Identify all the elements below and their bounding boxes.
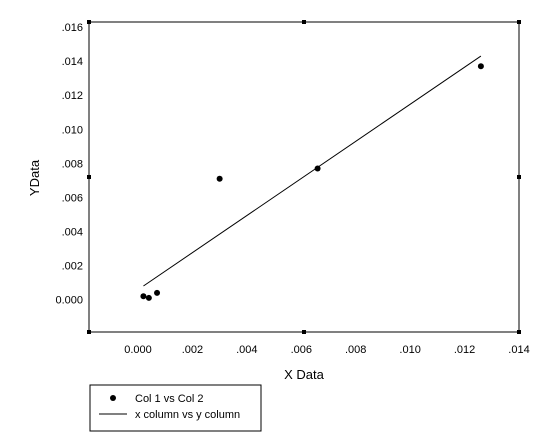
frame-handle — [517, 175, 521, 179]
x-tick-label: .014 — [508, 344, 529, 356]
frame-handle — [517, 330, 521, 334]
scatter-point — [314, 165, 321, 172]
x-tick-label: .006 — [291, 344, 312, 356]
regression-line — [143, 55, 482, 287]
y-tick-label: .002 — [62, 261, 83, 273]
scatter-point — [216, 175, 223, 182]
y-tick-label: .016 — [62, 22, 83, 34]
x-tick-label: .008 — [345, 344, 366, 356]
frame-handle — [87, 20, 91, 24]
frame-handle — [517, 20, 521, 24]
frame-handle — [302, 330, 306, 334]
scatter-point — [477, 63, 484, 70]
x-axis-title: X Data — [284, 367, 325, 382]
x-tick-label: .002 — [182, 344, 203, 356]
y-tick-label: .014 — [62, 56, 83, 68]
scatter-points — [140, 63, 484, 301]
scatter-point — [140, 293, 147, 300]
y-tick-label: .012 — [62, 90, 83, 102]
y-tick-label: .010 — [62, 124, 83, 136]
x-tick-label: .004 — [236, 344, 257, 356]
y-tick-label: 0.000 — [55, 295, 83, 307]
x-tick-labels: 0.000 .002 .004 .006 .008 .010 .012 .014 — [124, 344, 529, 356]
legend: Col 1 vs Col 2 x column vs y column — [89, 384, 262, 432]
legend-marker-scatter — [110, 395, 116, 401]
edge-ticks — [87, 20, 521, 334]
frame-handle — [87, 175, 91, 179]
x-tick-label: .012 — [454, 344, 475, 356]
legend-label-scatter: Col 1 vs Col 2 — [135, 393, 203, 405]
x-tick-label: 0.000 — [124, 344, 152, 356]
legend-label-line: x column vs y column — [135, 409, 240, 421]
scatter-point — [154, 289, 161, 296]
x-tick-label: .010 — [399, 344, 420, 356]
regression-line-group — [143, 55, 482, 287]
frame-handle — [87, 330, 91, 334]
frame-handle — [302, 20, 306, 24]
legend-box — [89, 384, 262, 432]
y-axis-title: YData — [27, 159, 42, 196]
scatter-point — [145, 294, 152, 301]
y-tick-label: .008 — [62, 158, 83, 170]
y-tick-label: .006 — [62, 192, 83, 204]
y-tick-labels: 0.000 .002 .004 .006 .008 .010 .012 .014 .016 — [55, 22, 83, 307]
y-tick-label: .004 — [62, 227, 83, 239]
